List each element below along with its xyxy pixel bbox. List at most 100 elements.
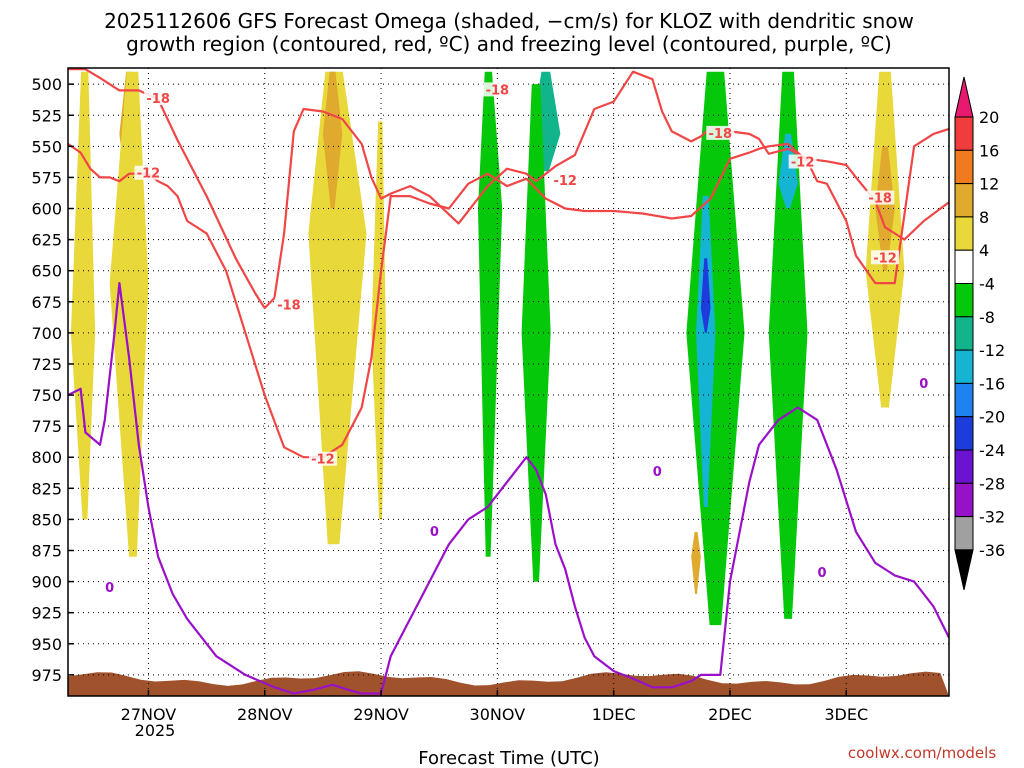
y-tick-950: 950 [31,635,62,654]
colorbar-band-8 [954,216,974,251]
contour-label-bg-11 [428,523,441,538]
y-tick-800: 800 [31,448,62,467]
y-tick-875: 875 [31,542,62,561]
contour-label-bg-9 [871,250,900,265]
colorbar-label--16: -16 [979,374,1005,393]
omega-region-4 [322,71,343,209]
colorbar-label-20: 20 [979,108,999,127]
colorbar-band--28 [954,482,974,518]
plot-frame [67,67,950,697]
colorbar-label--12: -12 [979,341,1005,360]
colorbar-bottom-arrow [954,549,974,591]
contour-label-12: 0 [653,465,662,480]
colorbar-band--32 [954,516,974,551]
y-tick-775: 775 [31,417,62,436]
colorbar-band-16 [954,149,974,185]
colorbar-band--12 [954,349,974,384]
colorbar: 20 16 12 8 4 -4 -8 -12 -16 -20 -24 -28 -32 -36 [954,76,1005,591]
y-tick-925: 925 [31,604,62,623]
contour-label-bg-2 [274,297,303,312]
contour-label-bg-8 [866,190,895,205]
colorbar-band--16 [954,382,974,418]
colorbar-band--8 [954,316,974,351]
omega-region-9 [686,71,745,626]
colorbar-top-arrow [954,76,974,118]
colorbar-band--24 [954,449,974,484]
y-tick-625: 625 [31,231,62,250]
colorbar-band-4 [954,249,974,284]
contour-label-bg-6 [706,125,735,140]
contour-label-3: -12 [311,453,335,468]
contour-label-8: -18 [868,192,892,207]
y-tick-700: 700 [31,324,62,343]
colorbar-band-12 [954,183,974,218]
colorbar-label--28: -28 [979,474,1005,493]
x-tick-30NOV: 30NOV [470,705,526,724]
contour-label-1: -12 [137,167,161,182]
colorbar-label-12: 12 [979,175,999,194]
colorbar-label--20: -20 [979,408,1005,427]
contour-label-bg-7 [788,154,817,169]
contour-label-11: 0 [430,525,439,540]
y-tick-600: 600 [31,200,62,219]
contour-label-13: 0 [818,566,827,581]
colorbar-label--24: -24 [979,441,1005,460]
y-tick-750: 750 [31,386,62,405]
colorbar-label--32: -32 [979,508,1005,527]
y-tick-975: 975 [31,666,62,685]
contour-label-bg-13 [816,564,829,579]
contour-0 [67,282,950,695]
y-tick-675: 675 [31,293,62,312]
contour-label-2: -18 [277,299,301,314]
contour-labels: -18 -12 -18 -12 -18 -12 -18 -12 -18 -12 0 0 0 0 0 [103,82,930,596]
x-axis-label: Forecast Time (UTC) [418,748,599,768]
x-tick-28NOV: 28NOV [237,705,293,724]
colorbar-band--20 [954,416,974,451]
contour-label-10: 0 [105,581,114,596]
y-tick-550: 550 [31,137,62,156]
contour-label-bg-10 [103,579,116,594]
contour-label-5: -12 [553,174,577,189]
contour-label-14: 0 [919,377,928,392]
contour-label-6: -18 [709,127,733,142]
x-tick-3DEC: 3DEC [824,705,868,724]
colorbar-label-8: 8 [979,208,989,227]
colorbar-label-4: 4 [979,241,989,260]
y-tick-525: 525 [31,106,62,125]
omega-region-3 [308,71,367,545]
x-tick-2DEC: 2DEC [708,705,752,724]
contour-label-9: -12 [873,251,897,266]
contour-label-bg-12 [651,464,664,479]
contour-label-4: -18 [486,83,510,98]
contour-label-bg-0 [144,91,173,106]
chart-title-line2: growth region (contoured, red, ºC) and f… [126,32,892,56]
contour-label-bg-5 [551,173,580,188]
y-tick-500: 500 [31,75,62,94]
contour-label-7: -12 [791,156,815,171]
y-tick-575: 575 [31,168,62,187]
omega-region-0 [70,71,96,520]
colorbar-label--4: -4 [979,275,995,294]
omega-region-16 [691,531,701,595]
contour-label-bg-3 [308,451,337,466]
contour-label-bg-14 [917,375,930,390]
x-axis-ticks: 27NOV 28NOV 29NOV 30NOV 1DEC 2DEC 3DEC [121,690,868,724]
y-tick-825: 825 [31,479,62,498]
y-tick-650: 650 [31,262,62,281]
y-axis-ticks: 500 525 550 575 600 625 650 675 700 725 750 775 800 8… [31,75,74,685]
colorbar-label--36: -36 [979,541,1005,560]
x-tick-27NOV: 27NOV [121,705,177,724]
omega-region-6 [477,71,503,557]
x-tick-29NOV: 29NOV [353,705,409,724]
colorbar-label--8: -8 [979,308,995,327]
contour-label-bg-4 [483,82,512,97]
y-tick-725: 725 [31,355,62,374]
credit-text: coolwx.com/models [848,744,996,762]
contour--18 [68,68,950,310]
omega-region-5 [371,121,386,520]
colorbar-label-16: 16 [979,141,999,160]
contour-label-0: -18 [146,92,170,107]
y-tick-850: 850 [31,510,62,529]
contour-label-bg-1 [134,165,163,180]
plot-background [68,68,949,696]
